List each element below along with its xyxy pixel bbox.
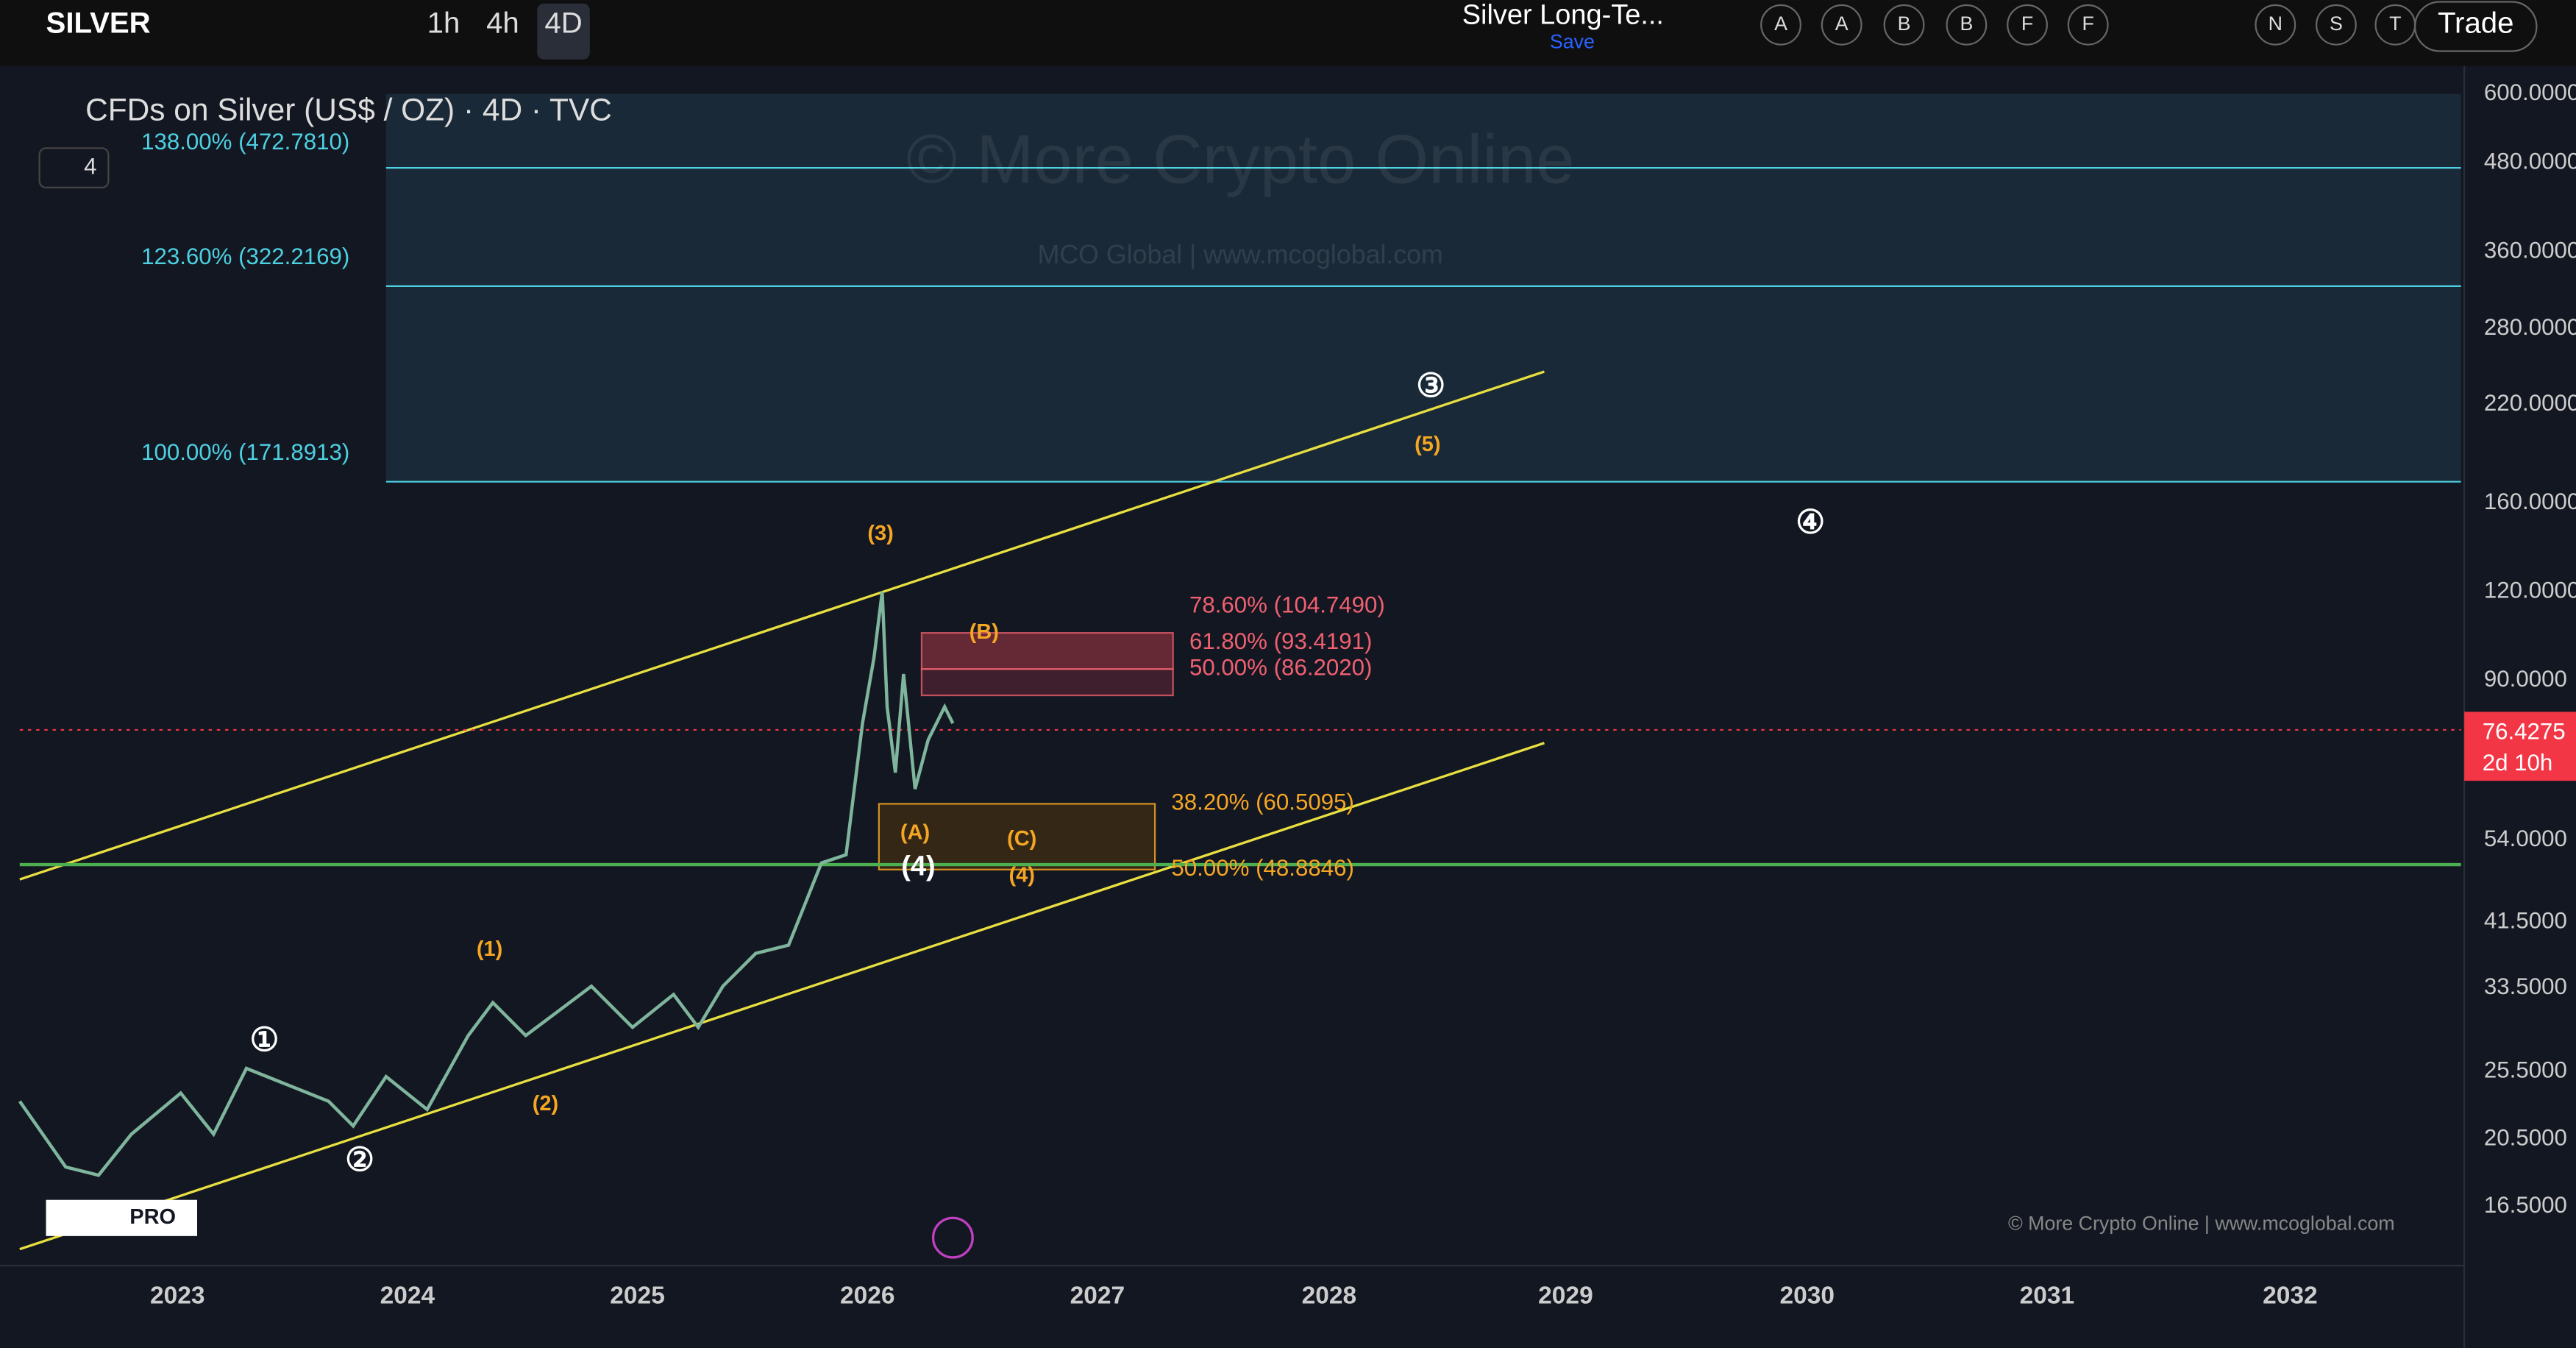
drawing-button[interactable] xyxy=(1946,4,1988,46)
last-price-badge xyxy=(2464,712,2576,781)
wave-label: (C) xyxy=(1007,827,1036,851)
time-tick-label: 2030 xyxy=(1779,1282,1835,1309)
symbol[interactable]: SILVER xyxy=(46,6,151,39)
drawing-letter[interactable]: T xyxy=(2389,13,2401,35)
countdown: 2d 10h xyxy=(2483,750,2553,776)
fib-label: 100.00% (171.8913) xyxy=(141,439,349,465)
fib-box xyxy=(878,803,1156,870)
trade-button[interactable] xyxy=(2414,1,2538,52)
drawing-button[interactable] xyxy=(2067,4,2109,46)
fib-label: 50.00% (48.8846) xyxy=(1171,855,1353,881)
price-series xyxy=(18,592,955,1177)
price-tick-label: 480.0000 xyxy=(2484,149,2576,174)
wave-label: ③ xyxy=(1416,368,1445,404)
price-tick-label: 20.5000 xyxy=(2484,1124,2567,1150)
interval[interactable]: 4h xyxy=(486,6,519,39)
flash-icon[interactable] xyxy=(931,1216,974,1259)
fib-zone xyxy=(385,93,2461,482)
price-tick-label: 120.0000 xyxy=(2484,578,2576,603)
time-tick-label: 2023 xyxy=(150,1282,205,1309)
save-button[interactable]: Save xyxy=(1550,30,1595,52)
price-tick-label: 360.0000 xyxy=(2484,237,2576,263)
price-tick-label: 33.5000 xyxy=(2484,973,2567,999)
time-tick-label: 2027 xyxy=(1070,1282,1125,1309)
layout-name[interactable]: Silver Long-Te... xyxy=(1462,0,1664,31)
wave-label: (4) xyxy=(901,851,935,882)
fib-label: 38.20% (60.5095) xyxy=(1171,790,1353,815)
wave-label: (B) xyxy=(969,620,999,644)
drawing-letter[interactable]: A xyxy=(1774,13,1787,35)
wave-label: (3) xyxy=(867,522,893,545)
wave-label: (1) xyxy=(477,937,502,961)
fib-box xyxy=(920,632,1174,670)
time-tick-label: 2026 xyxy=(840,1282,895,1309)
drawing-button[interactable] xyxy=(2007,4,2048,46)
fib-label: 61.80% (93.4191) xyxy=(1189,628,1372,654)
wave-label: (4) xyxy=(1008,863,1034,887)
price-tick-label: 600.0000 xyxy=(2484,79,2576,105)
fib-label: 50.00% (86.2020) xyxy=(1189,655,1372,681)
price-tick-label: 54.0000 xyxy=(2484,826,2567,851)
drawing-letter[interactable]: F xyxy=(2082,13,2093,35)
fib-box xyxy=(920,668,1174,697)
wave-label: ① xyxy=(250,1022,280,1058)
drawing-button[interactable] xyxy=(1821,4,1862,46)
wave-label: ② xyxy=(345,1142,374,1178)
drawing-letter[interactable]: N xyxy=(2269,13,2283,35)
price-tick-label: 16.5000 xyxy=(2484,1192,2567,1218)
fib-label: 78.60% (104.7490) xyxy=(1189,592,1385,618)
legend: CFDs on Silver (US$ / OZ) · 4D · TVC xyxy=(85,92,612,127)
indicator-count[interactable]: 4 xyxy=(84,153,96,179)
price-tick-label: 280.0000 xyxy=(2484,314,2576,340)
interval-active xyxy=(537,3,590,60)
last-price: 76.4275 xyxy=(2483,719,2566,745)
wave-label: (5) xyxy=(1415,433,1440,456)
time-tick-label: 2028 xyxy=(1302,1282,1357,1309)
wave-label: ④ xyxy=(1796,505,1825,541)
logo xyxy=(46,1199,198,1236)
drawing-letter[interactable]: F xyxy=(2021,13,2033,35)
fib-label: 123.60% (322.2169) xyxy=(141,244,349,269)
time-tick-label: 2032 xyxy=(2263,1282,2318,1309)
price-tick-label: 90.0000 xyxy=(2484,666,2567,692)
drawing-letter[interactable]: S xyxy=(2330,13,2343,35)
time-tick-label: 2025 xyxy=(610,1282,665,1309)
trade-label[interactable]: Trade xyxy=(2438,6,2514,39)
fib-label: 138.00% (472.7810) xyxy=(141,129,349,155)
interval[interactable]: 1h xyxy=(427,6,460,39)
drawing-button[interactable] xyxy=(1883,4,1925,46)
time-tick-label: 2024 xyxy=(380,1282,435,1309)
wave-label: (2) xyxy=(533,1092,558,1115)
channel-line xyxy=(19,742,1545,1251)
logo-badge: PRO xyxy=(129,1205,176,1229)
drawing-button[interactable] xyxy=(2316,4,2357,46)
interval[interactable]: 4D xyxy=(544,6,582,39)
time-tick-label: 2031 xyxy=(2020,1282,2075,1309)
collapse-button[interactable] xyxy=(38,147,110,189)
price-tick-label: 25.5000 xyxy=(2484,1057,2567,1083)
price-tick-label: 220.0000 xyxy=(2484,390,2576,416)
price-tick-label: 160.0000 xyxy=(2484,489,2576,514)
channel-line xyxy=(19,370,1545,881)
toolbar xyxy=(0,0,2576,66)
wave-label: (A) xyxy=(900,820,930,844)
drawing-button[interactable] xyxy=(1760,4,1801,46)
drawing-button[interactable] xyxy=(2255,4,2296,46)
watermark: © More Crypto Online xyxy=(906,120,1574,197)
drawing-letter[interactable]: A xyxy=(1835,13,1849,35)
footer-watermark: © More Crypto Online | www.mcoglobal.com xyxy=(2008,1212,2395,1234)
price-tick-label: 41.5000 xyxy=(2484,907,2567,933)
time-tick-label: 2029 xyxy=(1538,1282,1593,1309)
drawing-letter[interactable]: B xyxy=(1960,13,1973,35)
watermark-sub: MCO Global | www.mcoglobal.com xyxy=(1038,240,1443,269)
drawing-letter[interactable]: B xyxy=(1898,13,1911,35)
